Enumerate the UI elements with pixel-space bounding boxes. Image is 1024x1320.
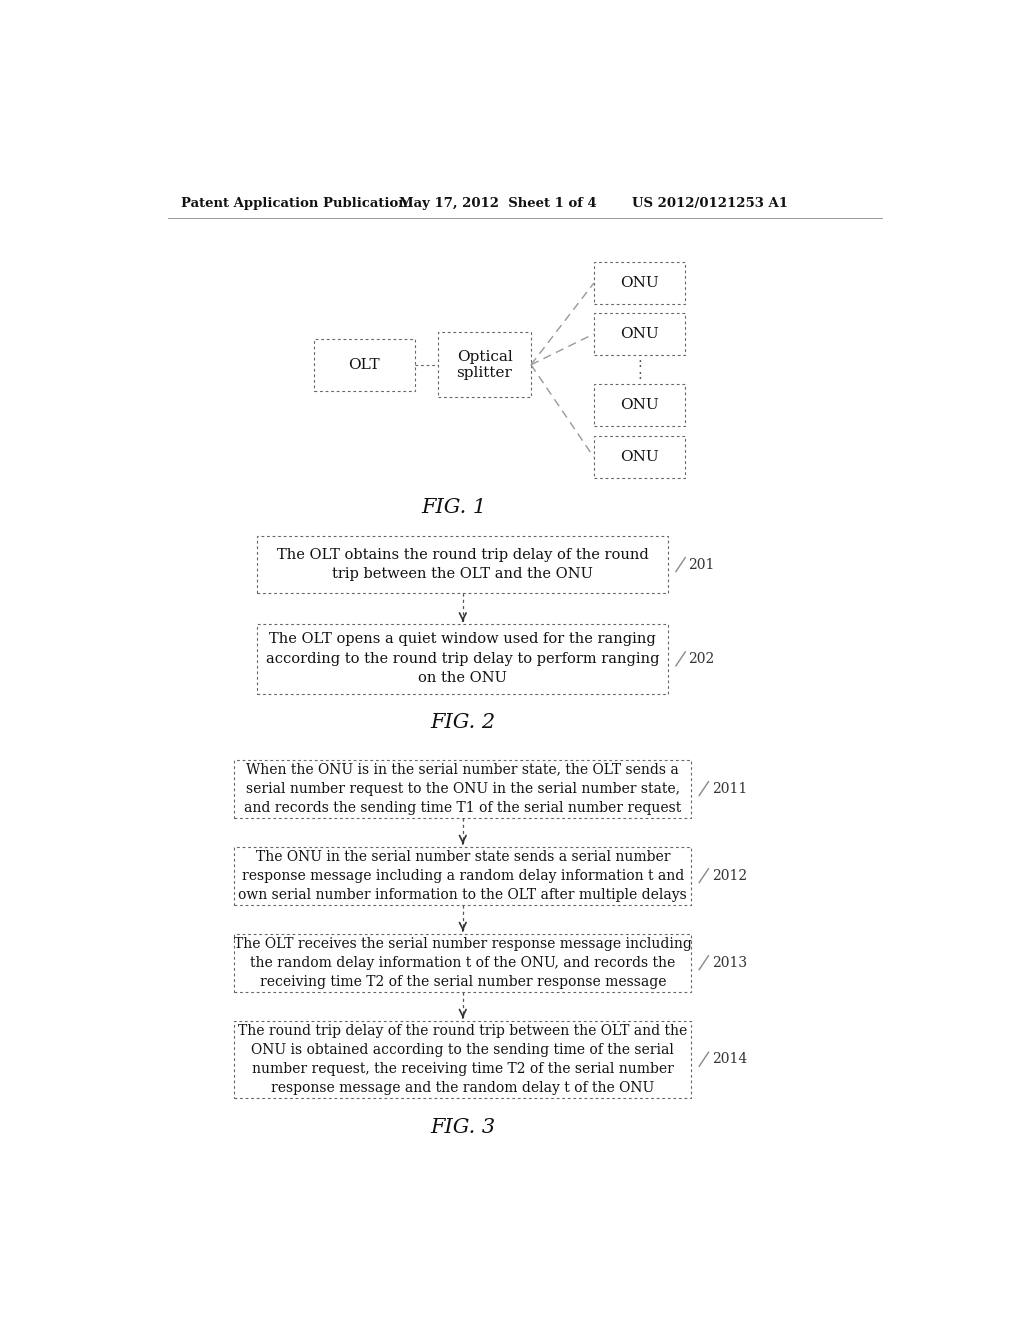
Bar bbox=[314, 339, 415, 391]
Bar bbox=[594, 261, 685, 305]
Bar bbox=[234, 933, 691, 991]
Bar bbox=[438, 333, 531, 397]
Text: Patent Application Publication: Patent Application Publication bbox=[180, 197, 408, 210]
Bar bbox=[594, 436, 685, 478]
Text: When the ONU is in the serial number state, the OLT sends a
serial number reques: When the ONU is in the serial number sta… bbox=[244, 763, 681, 814]
Text: ONU: ONU bbox=[621, 450, 658, 465]
Text: FIG. 1: FIG. 1 bbox=[421, 498, 486, 516]
Bar bbox=[234, 847, 691, 904]
Text: The OLT opens a quiet window used for the ranging
according to the round trip de: The OLT opens a quiet window used for th… bbox=[266, 632, 659, 685]
Bar bbox=[594, 384, 685, 426]
Text: Optical
splitter: Optical splitter bbox=[457, 350, 512, 380]
Text: 2014: 2014 bbox=[712, 1052, 746, 1067]
Text: 201: 201 bbox=[688, 557, 715, 572]
Text: The OLT receives the serial number response message including
the random delay i: The OLT receives the serial number respo… bbox=[233, 937, 692, 989]
Bar bbox=[257, 536, 669, 594]
Text: 202: 202 bbox=[688, 652, 715, 665]
Bar bbox=[257, 624, 669, 693]
Text: The OLT obtains the round trip delay of the round
trip between the OLT and the O: The OLT obtains the round trip delay of … bbox=[276, 548, 648, 581]
Text: ONU: ONU bbox=[621, 327, 658, 341]
Text: US 2012/0121253 A1: US 2012/0121253 A1 bbox=[632, 197, 787, 210]
Text: 2012: 2012 bbox=[712, 869, 746, 883]
Bar bbox=[234, 1020, 691, 1098]
Text: 2013: 2013 bbox=[712, 956, 746, 970]
Text: May 17, 2012  Sheet 1 of 4: May 17, 2012 Sheet 1 of 4 bbox=[399, 197, 597, 210]
Text: ONU: ONU bbox=[621, 397, 658, 412]
Text: FIG. 3: FIG. 3 bbox=[430, 1118, 496, 1137]
Text: 2011: 2011 bbox=[712, 781, 746, 796]
Text: :
:: : : bbox=[637, 356, 642, 383]
Text: OLT: OLT bbox=[348, 358, 380, 372]
Text: The round trip delay of the round trip between the OLT and the
ONU is obtained a: The round trip delay of the round trip b… bbox=[239, 1024, 687, 1094]
Bar bbox=[234, 760, 691, 817]
Bar bbox=[594, 313, 685, 355]
Text: The ONU in the serial number state sends a serial number
response message includ: The ONU in the serial number state sends… bbox=[239, 850, 687, 902]
Text: ONU: ONU bbox=[621, 276, 658, 290]
Text: FIG. 2: FIG. 2 bbox=[430, 713, 496, 733]
